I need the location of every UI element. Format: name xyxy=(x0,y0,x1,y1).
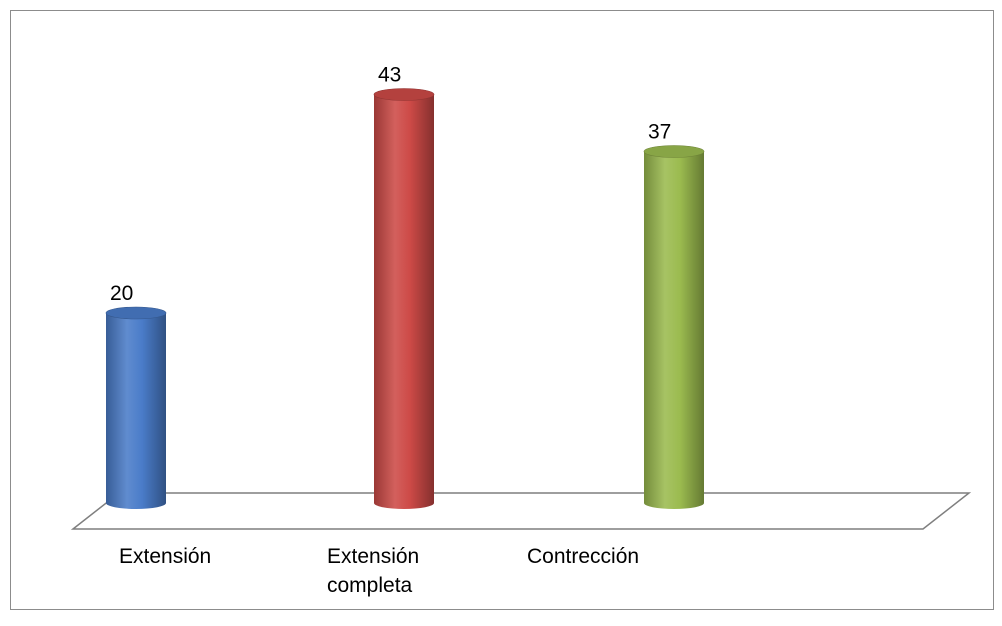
bar-chart: 20 43 37 Extensión Extensión completa Contrec… xyxy=(70,64,972,597)
bar-top xyxy=(373,88,435,101)
category-label: Contrección xyxy=(527,545,639,568)
category-label: Extensión completa xyxy=(327,545,419,597)
chart-area: 20 43 37 Extensión Extensión completa Contrec… xyxy=(10,10,994,610)
bar-top xyxy=(105,306,167,320)
bar-body xyxy=(106,313,166,509)
bar xyxy=(643,145,705,509)
category-axis: Extensión Extensión completa Contrección xyxy=(119,545,639,597)
bars-layer xyxy=(105,88,705,509)
chart-floor xyxy=(70,492,972,530)
bar-body xyxy=(644,151,704,509)
data-label: 43 xyxy=(378,64,401,87)
category-label: Extensión xyxy=(119,545,211,568)
data-label: 20 xyxy=(110,282,133,305)
labels-layer: 20 43 37 xyxy=(110,64,671,306)
data-label: 37 xyxy=(648,121,671,144)
bar-body xyxy=(374,94,434,509)
bar-top xyxy=(643,145,705,158)
bar xyxy=(373,88,435,509)
bar xyxy=(105,306,167,509)
